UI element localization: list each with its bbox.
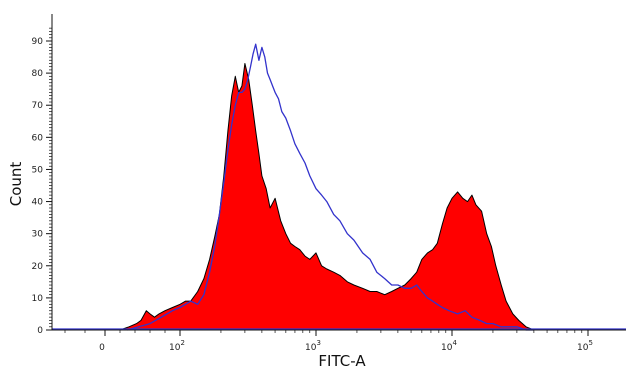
y-tick-label: 20: [32, 262, 44, 272]
y-tick-label: 50: [32, 165, 44, 175]
y-axis-title: Count: [7, 162, 25, 207]
x-tick-label: 104: [441, 339, 457, 353]
y-tick-label: 70: [32, 101, 44, 111]
x-tick-label: 105: [577, 339, 593, 353]
x-tick-exponent: 3: [316, 339, 320, 347]
y-tick-label: 60: [32, 133, 44, 143]
x-tick-label: 102: [169, 339, 185, 353]
x-tick-exponent: 5: [588, 339, 592, 347]
x-axis-ticks: 0 102 103 104 105: [64, 330, 593, 353]
filled-histogram-series: [119, 63, 548, 331]
x-axis-title: FITC-A: [318, 352, 366, 370]
x-tick-label: 0: [99, 343, 105, 353]
y-tick-label: 10: [32, 294, 44, 304]
plot-marks: [52, 43, 626, 331]
x-tick-exponent: 2: [180, 339, 184, 347]
y-tick-label: 80: [32, 69, 44, 79]
y-tick-label: 90: [32, 37, 44, 47]
y-tick-label: 0: [37, 326, 43, 336]
y-axis-ticks: 0 10 20 30 40 50 60 70 80 90: [32, 27, 52, 336]
x-tick-exponent: 4: [452, 339, 457, 347]
outline-histogram-series: [127, 43, 534, 331]
y-tick-label: 30: [32, 230, 44, 240]
y-tick-label: 40: [32, 198, 44, 208]
x-tick-label: 103: [305, 339, 321, 353]
